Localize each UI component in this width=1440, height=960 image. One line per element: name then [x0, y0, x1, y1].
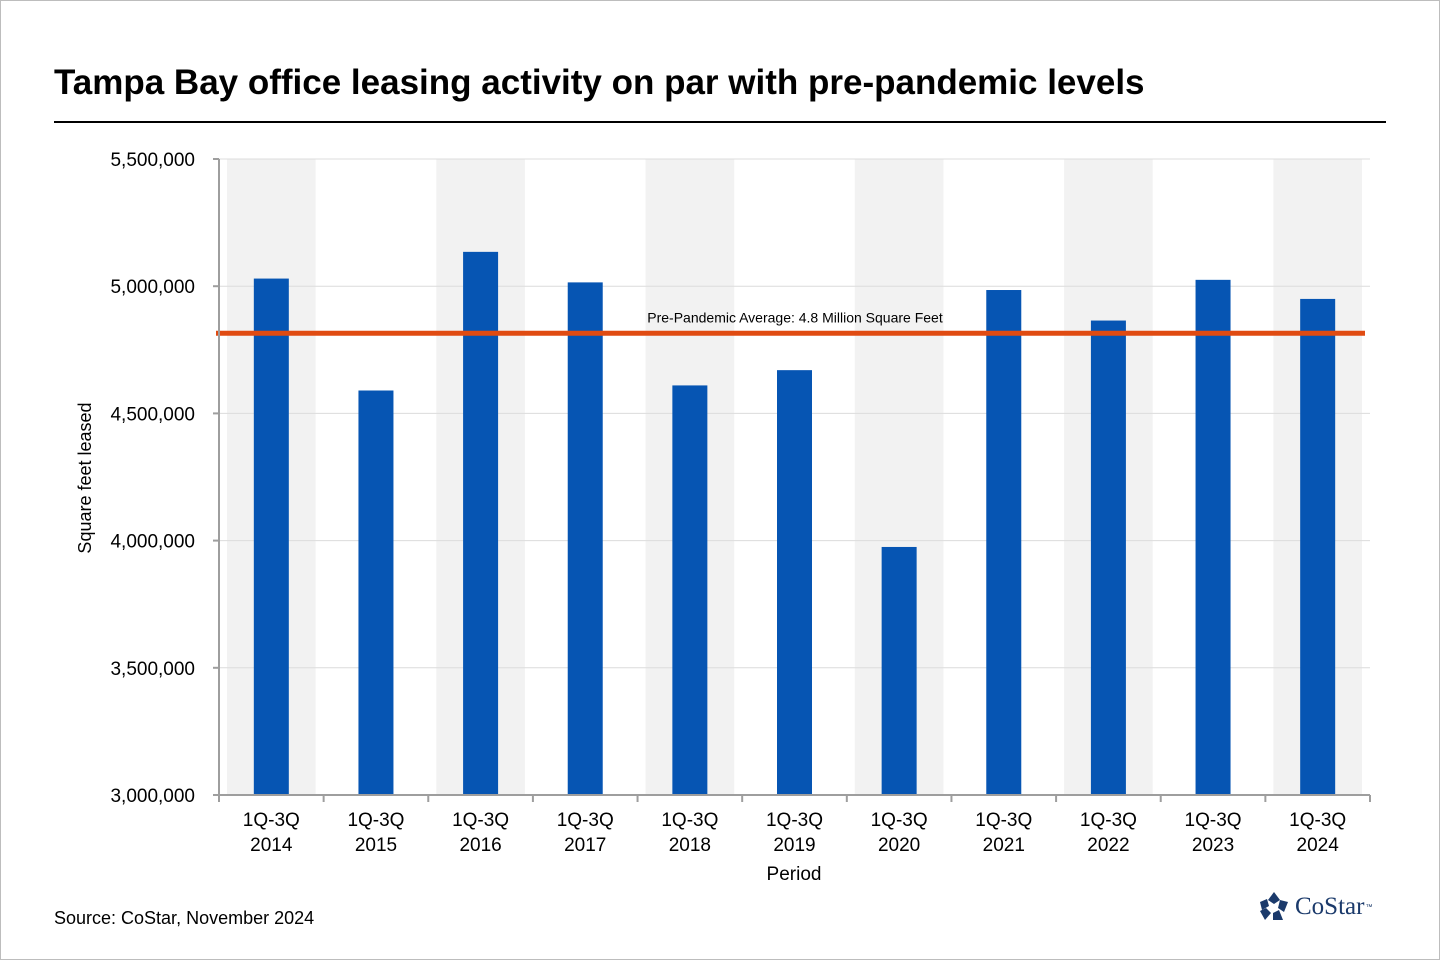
bar — [672, 385, 708, 795]
x-tick-label: 1Q-3Q 2018 — [661, 810, 718, 856]
x-tick-label-line: 1Q-3Q — [557, 810, 614, 831]
x-tick-label-line: 1Q-3Q — [1080, 810, 1137, 831]
x-tick-label-line: 2020 — [878, 835, 920, 856]
x-tick-label-line: 1Q-3Q — [766, 810, 823, 831]
tick-labels: 3,000,000 3,500,000 4,000,000 4,500,000 5,00… — [110, 150, 1346, 856]
x-tick-label-line: 2024 — [1297, 835, 1340, 856]
x-tick-label-line: 1Q-3Q — [452, 810, 509, 831]
y-axis-label: Square feet leased — [75, 402, 95, 553]
costar-star-icon — [1260, 892, 1288, 920]
x-tick-label-line: 2023 — [1192, 835, 1234, 856]
x-tick-label: 1Q-3Q 2016 — [452, 810, 509, 856]
x-tick-label-line: 2018 — [669, 835, 711, 856]
x-tick-label: 1Q-3Q 2024 — [1289, 810, 1346, 856]
bar — [1090, 320, 1126, 795]
bar — [463, 251, 499, 795]
x-tick-label: 1Q-3Q 2022 — [1080, 810, 1137, 856]
x-tick-label: 1Q-3Q 2017 — [557, 810, 614, 856]
x-tick-label-line: 2022 — [1087, 835, 1129, 856]
x-tick-label: 1Q-3Q 2019 — [766, 810, 823, 856]
x-tick-label-line: 2021 — [983, 835, 1025, 856]
x-tick-label: 1Q-3Q 2020 — [871, 810, 928, 856]
x-tick-label-line: 2016 — [459, 835, 501, 856]
y-tick-label: 5,500,000 — [110, 150, 195, 171]
y-tick-label: 4,000,000 — [110, 532, 195, 553]
x-tick-label-line: 2019 — [773, 835, 815, 856]
x-tick-label-line: 2017 — [564, 835, 606, 856]
y-tick-label: 3,500,000 — [110, 659, 195, 680]
x-tick-label-line: 1Q-3Q — [243, 810, 300, 831]
axes — [213, 158, 1371, 802]
x-tick-label-line: 2014 — [250, 835, 293, 856]
chart-title: Tampa Bay office leasing activity on par… — [54, 63, 1145, 102]
bar — [1195, 279, 1231, 796]
reference-line-label: Pre-Pandemic Average: 4.8 Million Square… — [647, 309, 943, 325]
x-tick-label-line: 2015 — [355, 835, 397, 856]
bar — [1300, 298, 1336, 795]
x-tick-label-line: 1Q-3Q — [1185, 810, 1242, 831]
x-tick-label-line: 1Q-3Q — [975, 810, 1032, 831]
reference-line-group: Pre-Pandemic Average: 4.8 Million Square… — [216, 309, 1365, 336]
x-tick-label-line: 1Q-3Q — [871, 810, 928, 831]
y-tick-label: 3,000,000 — [110, 786, 195, 807]
y-tick-label: 4,500,000 — [110, 404, 195, 425]
x-tick-label: 1Q-3Q 2015 — [347, 810, 404, 856]
y-tick-label: 5,000,000 — [110, 277, 195, 298]
bar — [881, 546, 917, 795]
x-tick-label: 1Q-3Q 2014 — [243, 810, 300, 856]
x-axis-label: Period — [767, 864, 822, 885]
bar — [358, 390, 394, 795]
costar-logo: CoStar ™ — [1258, 890, 1372, 924]
source-note: Source: CoStar, November 2024 — [54, 908, 315, 928]
x-tick-label: 1Q-3Q 2023 — [1185, 810, 1242, 856]
bars — [253, 251, 1336, 796]
x-tick-label-line: 1Q-3Q — [347, 810, 404, 831]
x-tick-label: 1Q-3Q 2021 — [975, 810, 1032, 856]
brand-name: CoStar — [1295, 893, 1365, 920]
x-tick-label-line: 1Q-3Q — [661, 810, 718, 831]
bar — [567, 282, 603, 795]
bar — [777, 370, 812, 795]
bar — [986, 290, 1022, 795]
brand-trademark: ™ — [1365, 903, 1373, 911]
title-divider — [54, 121, 1386, 123]
bar — [253, 278, 289, 795]
x-tick-label-line: 1Q-3Q — [1289, 810, 1346, 831]
